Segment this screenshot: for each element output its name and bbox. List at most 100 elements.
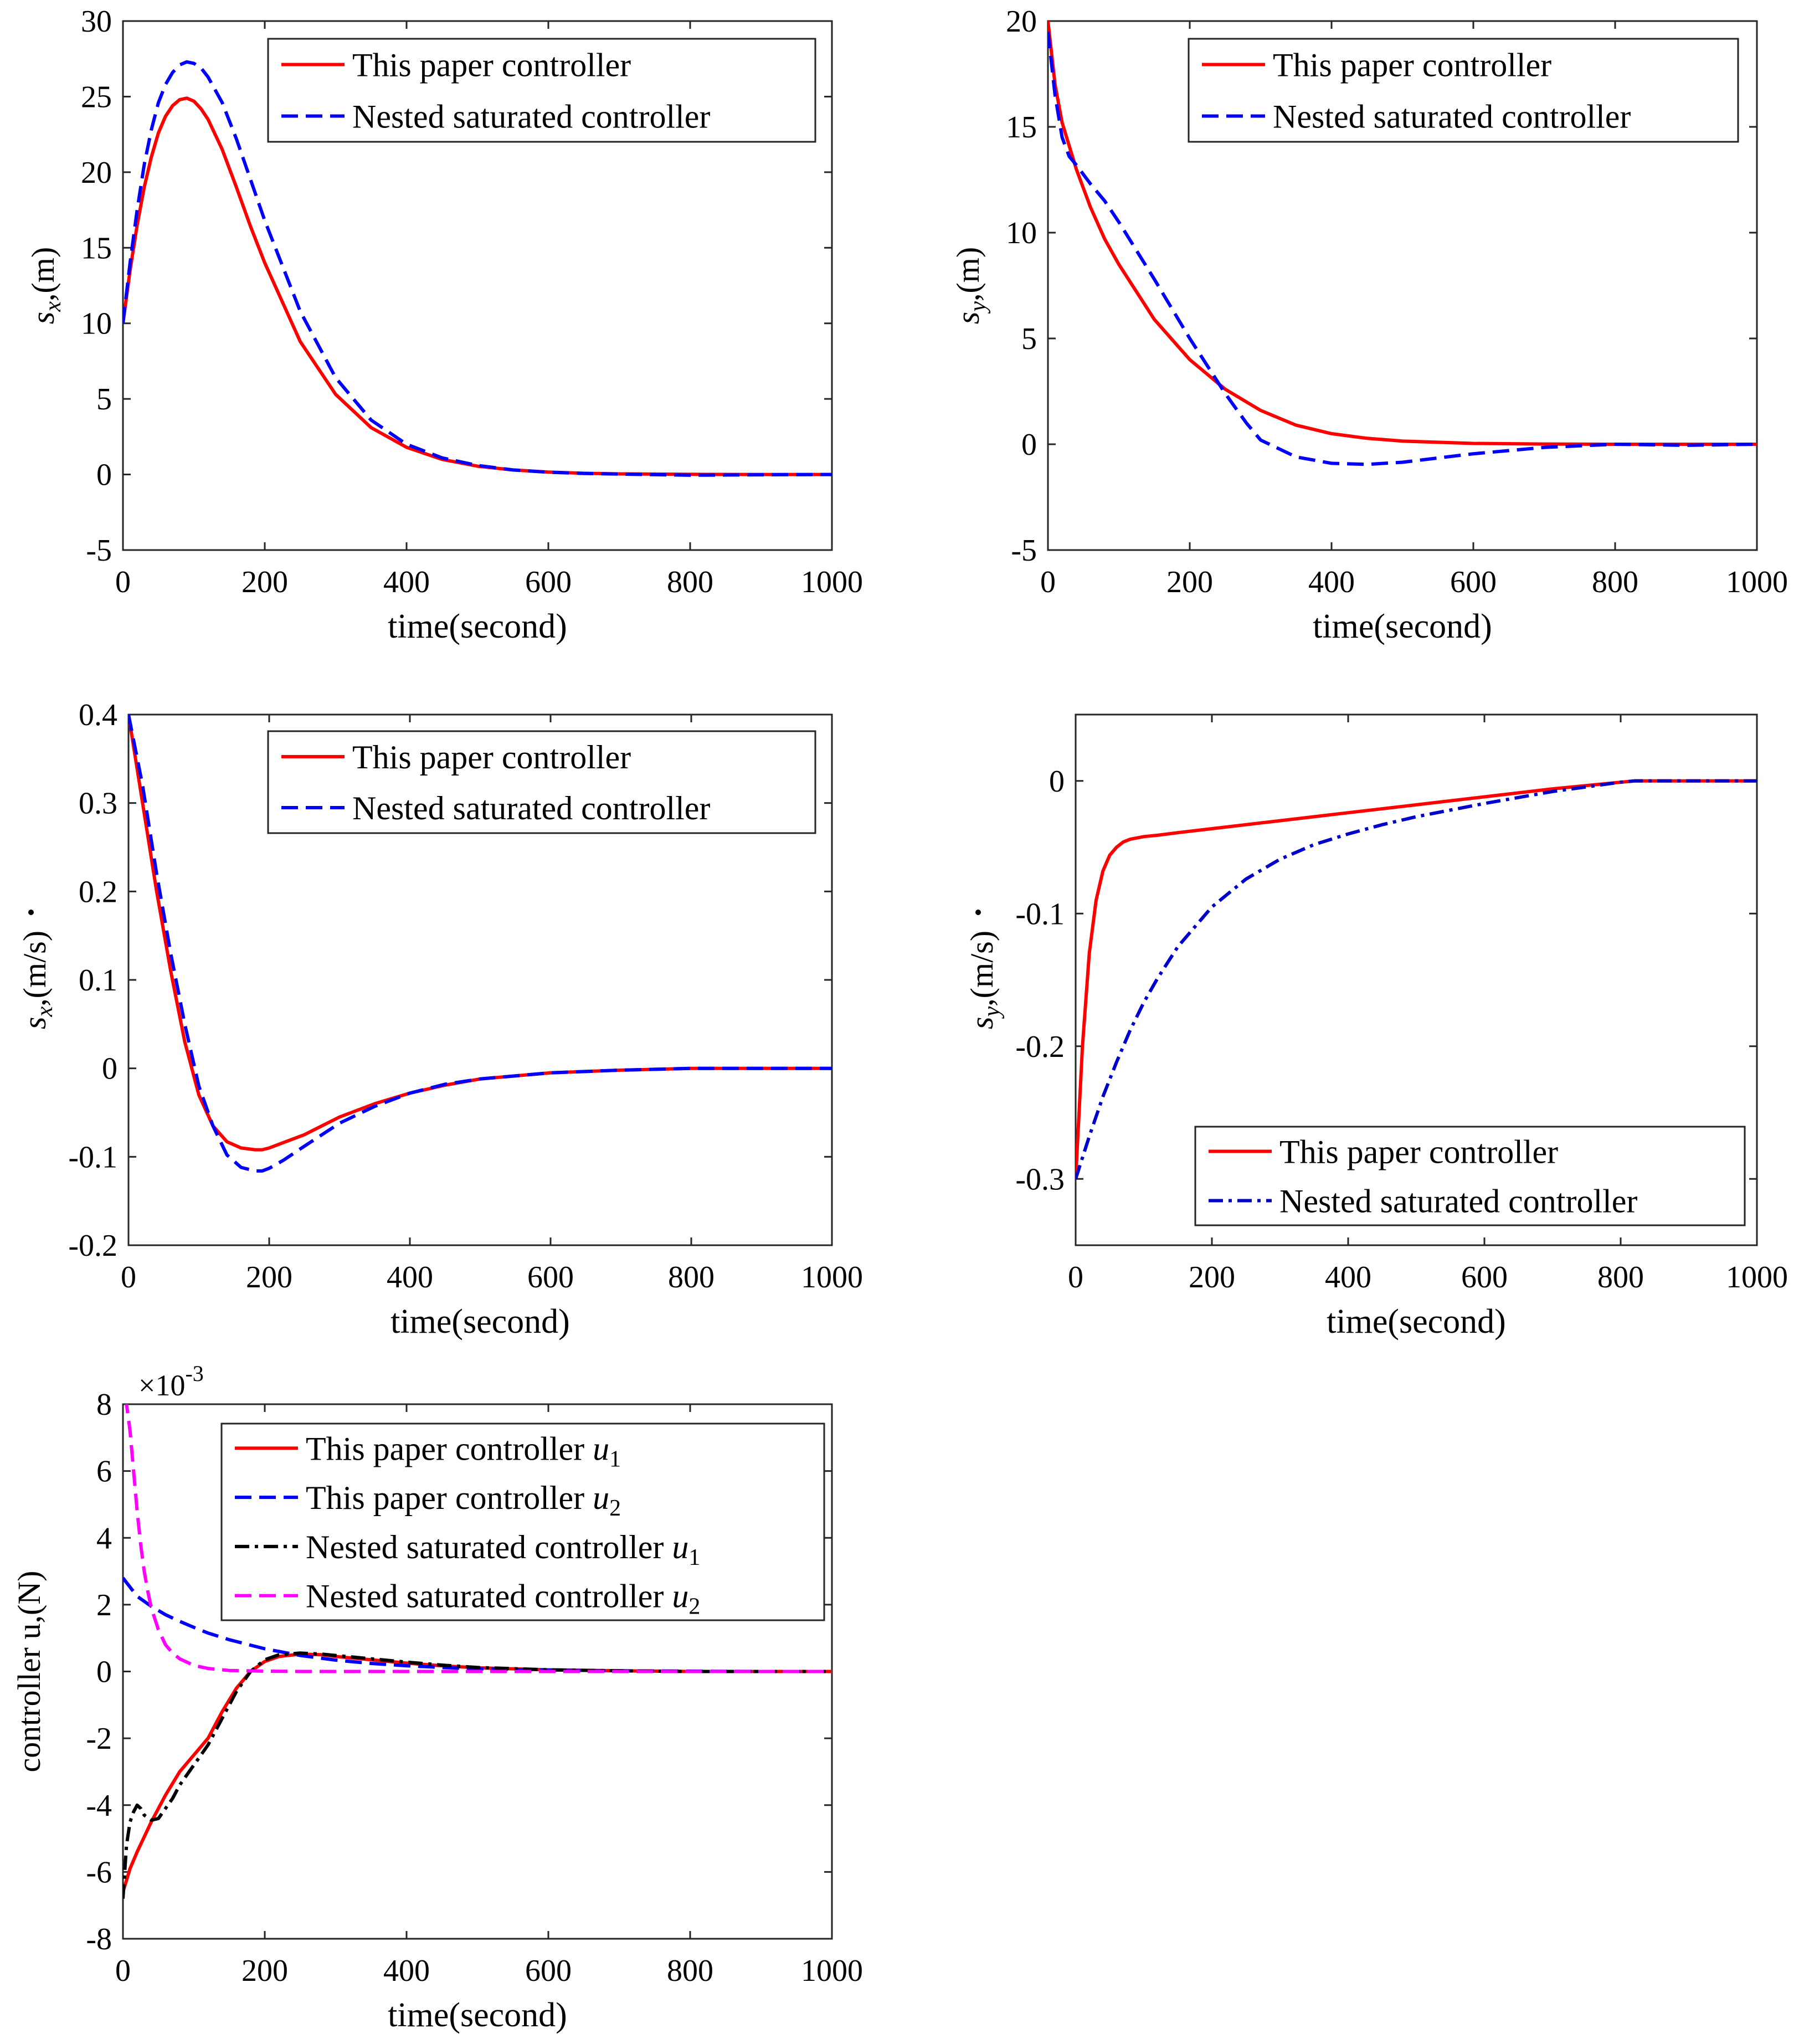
y-tick-label: 0 bbox=[102, 1052, 117, 1086]
y-tick-label: 0.1 bbox=[79, 963, 117, 998]
y-tick-label: 0 bbox=[1049, 764, 1065, 799]
y-label-dot-accent bbox=[28, 910, 34, 915]
legend-entry-sub: 1 bbox=[609, 1446, 621, 1472]
chart-sx: 0 200 400 600 800 1000-5051015202530time(seco… bbox=[25, 4, 863, 645]
legend-entry-var: u bbox=[593, 1430, 609, 1467]
chart-dsy: 0 200 400 600 800 1000 -0.3 -0.2 -0.1 0 time(secon… bbox=[964, 713, 1788, 1341]
x-tick-label: 0 bbox=[121, 1260, 136, 1295]
y-tick-label: -0.2 bbox=[68, 1229, 117, 1263]
legend-box bbox=[267, 38, 816, 143]
legend-entry-0: This paper controller u1 bbox=[306, 1430, 621, 1472]
legend-entry-name: Nested saturated controller bbox=[352, 99, 710, 135]
y-tick-label: 10 bbox=[81, 307, 112, 341]
x-tick-label: 800 bbox=[1597, 1260, 1644, 1295]
legend-space bbox=[664, 1578, 672, 1615]
x-tick-label: 1000 bbox=[801, 1260, 863, 1295]
series-group bbox=[123, 60, 832, 477]
series-line-3 bbox=[125, 1404, 832, 1673]
x-tick-label: 600 bbox=[1461, 1260, 1508, 1295]
y-label-subscript: x bbox=[40, 301, 66, 312]
y-axis-label: sx,(m/s) bbox=[17, 931, 58, 1029]
x-tick-label: 1000 bbox=[1726, 565, 1788, 599]
x-axis-label: time(second) bbox=[1327, 1303, 1506, 1341]
y-tick-label: 4 bbox=[96, 1521, 112, 1555]
y-tick-label: 0 bbox=[1021, 428, 1037, 462]
legend-entry-3: Nested saturated controller u2 bbox=[306, 1578, 700, 1620]
x-tick-label: 800 bbox=[667, 565, 713, 599]
y-tick-label: -0.3 bbox=[1015, 1162, 1065, 1196]
x-tick-label: 400 bbox=[383, 1954, 430, 1988]
legend-entry-1: Nested saturated controller bbox=[352, 99, 710, 135]
legend-entry-1: Nested saturated controller bbox=[1279, 1183, 1637, 1220]
series-line-0 bbox=[1076, 779, 1757, 1179]
series-group bbox=[123, 1404, 832, 1899]
x-tick-label: 400 bbox=[383, 565, 430, 599]
x-tick-label: 0 bbox=[1068, 1260, 1083, 1295]
y-tick-label: 15 bbox=[1006, 110, 1037, 145]
series-line-2 bbox=[123, 1651, 832, 1899]
x-tick-label: 400 bbox=[1308, 565, 1355, 599]
legend-space bbox=[584, 1480, 593, 1516]
y-tick-label: 10 bbox=[1006, 216, 1037, 250]
x-axis-label: time(second) bbox=[388, 1996, 567, 2034]
legend-entry-0: This paper controller bbox=[1273, 47, 1551, 84]
legend-entry-1: Nested saturated controller bbox=[352, 790, 710, 826]
y-tick-label: -0.1 bbox=[1015, 897, 1065, 931]
x-tick-label: 600 bbox=[525, 565, 572, 599]
x-tick-label: 200 bbox=[241, 565, 288, 599]
legend-entry-var: u bbox=[672, 1578, 688, 1615]
y-tick-label: -5 bbox=[86, 533, 112, 568]
y-tick-label: 0 bbox=[96, 458, 112, 492]
y-tick-label: 2 bbox=[96, 1588, 112, 1622]
x-tick-label: 600 bbox=[527, 1260, 574, 1295]
series-group bbox=[1076, 779, 1757, 1180]
x-tick-label: 200 bbox=[1166, 565, 1213, 599]
legend-space bbox=[584, 1430, 593, 1467]
x-tick-label: 0 bbox=[115, 1954, 131, 1988]
legend-entry-0: This paper controller bbox=[352, 47, 631, 84]
legend-entry-sub: 2 bbox=[609, 1496, 621, 1521]
y-tick-label: -0.2 bbox=[1015, 1030, 1065, 1064]
y-label-dot-accent bbox=[975, 910, 981, 915]
y-axis-label: sy,(m) bbox=[950, 247, 991, 324]
legend-entry-0: This paper controller bbox=[352, 739, 631, 776]
legend-entry-var: u bbox=[593, 1480, 609, 1516]
series-line-1 bbox=[1076, 779, 1757, 1180]
x-tick-label: 800 bbox=[1592, 565, 1638, 599]
series-line-0 bbox=[129, 715, 832, 1152]
series-line-1 bbox=[123, 1576, 832, 1673]
x-tick-label: 1000 bbox=[1726, 1260, 1788, 1295]
legend-box bbox=[267, 730, 816, 834]
legend-entry-name: This paper controller bbox=[352, 47, 631, 84]
legend-box bbox=[1194, 1126, 1746, 1226]
y-label-subscript: x bbox=[32, 1006, 58, 1018]
y-tick-label: -8 bbox=[86, 1922, 112, 1956]
y-tick-label: -4 bbox=[86, 1789, 112, 1823]
x-axis-label: time(second) bbox=[390, 1303, 570, 1341]
legend-box bbox=[1188, 38, 1739, 143]
y-label-variable: s bbox=[17, 1017, 53, 1030]
series-line-1 bbox=[123, 60, 832, 477]
chart-u: 0 200 400 600 800 1000 -8 -6 -4 -2 0 2 4 6 8 ×10-3 time(… bbox=[11, 1361, 863, 2034]
legend-entry-name: Nested saturated controller bbox=[1279, 1183, 1637, 1220]
x-tick-label: 400 bbox=[1325, 1260, 1371, 1295]
legend-entry-1: This paper controller u2 bbox=[306, 1480, 621, 1521]
legend-entry-name: Nested saturated controller bbox=[352, 790, 710, 826]
exponent-base: ×10 bbox=[138, 1369, 185, 1402]
y-axis-label: controller u,(N) bbox=[11, 1571, 47, 1773]
legend-entry-name: This paper controller bbox=[1273, 47, 1551, 84]
y-tick-label: 0.4 bbox=[79, 698, 117, 732]
y-label-subscript: y bbox=[965, 301, 991, 314]
y-tick-label: 15 bbox=[81, 231, 112, 265]
y-label-unit: ,(m) bbox=[950, 247, 986, 301]
y-label-unit: ,(m) bbox=[25, 247, 61, 301]
legend-entry-sub: 1 bbox=[688, 1545, 700, 1570]
x-tick-label: 200 bbox=[1189, 1260, 1235, 1295]
series-group bbox=[1048, 21, 1757, 466]
y-label-subscript: y bbox=[979, 1006, 1005, 1019]
legend-entry-name: This paper controller bbox=[306, 1480, 584, 1516]
x-tick-label: 400 bbox=[387, 1260, 433, 1295]
y-tick-label: 20 bbox=[1006, 4, 1037, 39]
y-axis-label: sx,(m) bbox=[25, 247, 66, 324]
legend-entry-name: This paper controller bbox=[306, 1430, 584, 1467]
